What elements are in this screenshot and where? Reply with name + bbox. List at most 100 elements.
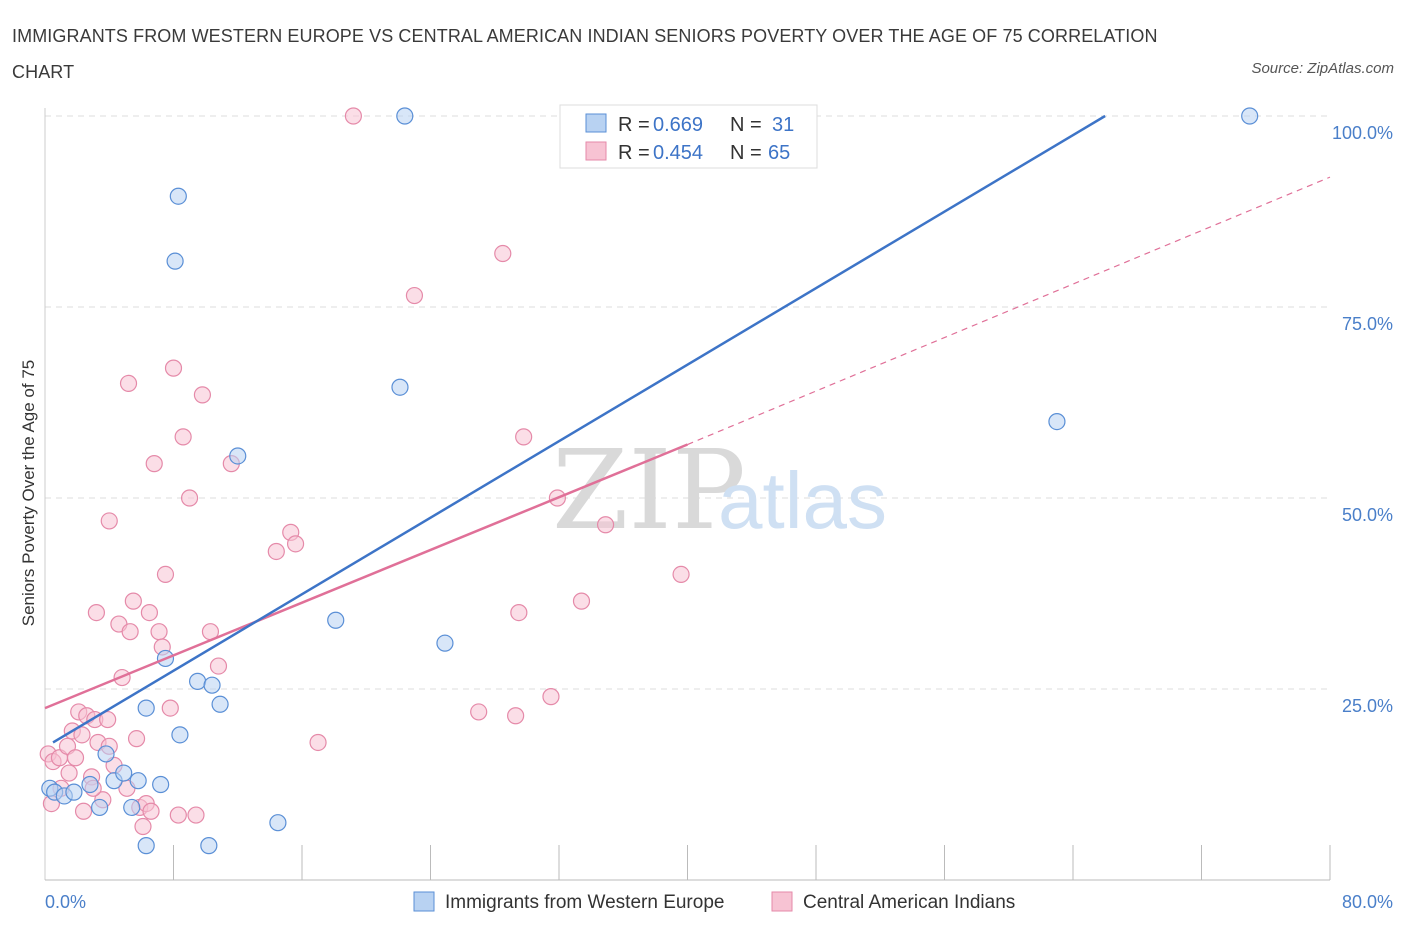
central-american-indians-point-38 (209, 657, 228, 675)
legend-r-value-1: 0.669 (653, 114, 703, 136)
western-europe-point-9 (123, 798, 141, 817)
y-tick-label-3: 100.0% (1332, 123, 1393, 143)
y-tick-label-0: 25.0% (1342, 696, 1393, 716)
central-american-indians-point-57 (596, 516, 615, 534)
central-american-indians-point-42 (286, 535, 305, 553)
legend-swatch-pink (585, 141, 607, 161)
central-american-indians-point-19 (121, 623, 139, 641)
central-american-indians-point-51 (507, 707, 525, 725)
central-american-indians-point-5 (66, 749, 85, 767)
central-american-indians-point-44 (87, 603, 106, 622)
western-europe-point-22 (269, 814, 287, 832)
legend-box: R = 0.669 N = 31 R = 0.454 N = 65 (559, 104, 818, 169)
series-central-american-indians (39, 107, 690, 836)
central-american-indians-point-29 (156, 565, 175, 584)
central-american-indians-point-60 (60, 764, 78, 782)
western-europe-point-12 (152, 775, 170, 794)
watermark-atlas: atlas (718, 456, 887, 545)
legend-r-value-2: 0.454 (653, 142, 703, 164)
western-europe-point-26 (436, 634, 454, 652)
western-europe-point-10 (129, 772, 147, 790)
bottom-legend-swatch-blue (413, 891, 435, 912)
y-tick-label-1: 50.0% (1342, 505, 1393, 525)
central-american-indians-point-26 (145, 455, 163, 473)
central-american-indians-point-27 (150, 623, 168, 641)
central-american-indians-point-30 (161, 699, 179, 717)
central-american-indians-point-32 (169, 806, 187, 824)
western-europe-point-24 (391, 378, 409, 396)
central-american-indians-point-33 (174, 428, 192, 446)
chart-title: IMMIGRANTS FROM WESTERN EUROPE VS CENTRA… (12, 26, 1158, 82)
central-american-indians-point-20 (124, 592, 142, 610)
x-tick-label-0: 0.0% (45, 892, 86, 912)
central-american-indians-point-48 (405, 286, 424, 305)
western-europe-point-23 (327, 611, 345, 629)
central-american-indians-point-7 (73, 726, 91, 744)
watermark: ZIP atlas (552, 426, 887, 554)
central-american-indians-point-46 (119, 374, 138, 392)
source-label: Source: ZipAtlas.com (1251, 60, 1394, 77)
central-american-indians-point-61 (74, 802, 93, 820)
bottom-legend-label-1: Immigrants from Western Europe (445, 892, 724, 913)
western-europe-point-3 (65, 783, 83, 801)
western-europe-point-11 (137, 837, 155, 855)
central-american-indians-point-45 (100, 512, 118, 530)
x-tick-labels: 0.0% 80.0% (45, 892, 1393, 912)
central-american-indians-point-35 (187, 806, 205, 824)
western-europe-point-21 (229, 447, 247, 465)
legend-n-label-1: N = (730, 114, 762, 136)
central-american-indians-point-50 (494, 244, 512, 263)
y-axis-label: Seniors Poverty Over the Age of 75 (19, 360, 38, 626)
central-american-indians-point-36 (193, 386, 212, 404)
central-american-indians-point-13 (99, 710, 117, 729)
central-american-indians-point-47 (344, 107, 362, 125)
central-american-indians-point-56 (572, 592, 591, 610)
western-europe-point-27 (1048, 413, 1066, 431)
western-europe-point-4 (81, 775, 99, 794)
western-europe-point-16 (200, 837, 218, 855)
bottom-legend: Immigrants from Western Europe Central A… (413, 891, 1015, 913)
central-american-indians-point-40 (267, 542, 285, 561)
central-american-indians-point-49 (470, 703, 488, 721)
trend-lines (44, 114, 1331, 744)
legend-r-label-2: R = (618, 142, 650, 164)
central-american-indians-point-63 (142, 802, 160, 820)
grid-lines (45, 115, 1330, 690)
western-europe-point-18 (211, 695, 229, 713)
watermark-zip: ZIP (552, 426, 746, 554)
central-american-indians-point-21 (127, 730, 146, 748)
western-europe-point-19 (166, 252, 184, 270)
trend-line-pink-extension (687, 176, 1331, 446)
trend-line-pink (44, 443, 688, 710)
western-europe-point-20 (169, 187, 187, 205)
western-europe-point-25 (396, 107, 414, 125)
western-europe-point-28 (1241, 107, 1259, 125)
legend-n-label-2: N = (730, 142, 762, 164)
central-american-indians-point-23 (134, 817, 152, 836)
western-europe-point-8 (115, 764, 133, 782)
legend-n-value-1: 31 (772, 114, 794, 136)
central-american-indians-point-43 (309, 733, 327, 752)
bottom-legend-label-2: Central American Indians (803, 892, 1015, 913)
western-europe-point-13 (137, 699, 155, 717)
central-american-indians-point-58 (672, 565, 690, 584)
central-american-indians-point-52 (510, 603, 528, 622)
central-american-indians-point-53 (515, 428, 533, 446)
western-europe-point-6 (97, 745, 115, 763)
y-tick-label-2: 75.0% (1342, 314, 1393, 334)
western-europe-point-15 (188, 672, 207, 690)
legend-r-label-1: R = (618, 114, 650, 136)
x-tick-label-1: 80.0% (1342, 892, 1393, 912)
western-europe-point-5 (91, 798, 109, 817)
central-american-indians-point-25 (140, 603, 159, 622)
trend-line-blue (52, 114, 1106, 744)
central-american-indians-point-55 (542, 688, 560, 706)
y-tick-labels: 25.0% 50.0% 75.0% 100.0% (1332, 123, 1393, 716)
legend-n-value-2: 65 (768, 142, 790, 164)
western-europe-point-17 (203, 676, 221, 694)
central-american-indians-point-31 (164, 359, 183, 377)
central-american-indians-point-34 (180, 489, 199, 507)
bottom-legend-swatch-pink (771, 891, 793, 912)
legend-swatch-blue (585, 113, 607, 133)
